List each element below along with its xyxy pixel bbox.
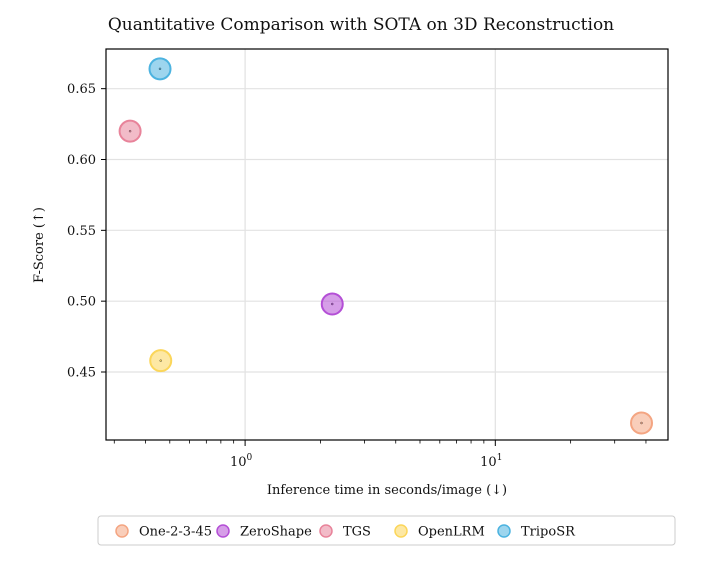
x-axis-ticks: 100 101 (113, 440, 647, 470)
legend-marker (216, 524, 230, 538)
data-point-center (159, 359, 162, 362)
chart-title: Quantitative Comparison with SOTA on 3D … (108, 15, 614, 35)
y-tick-label: 0.50 (67, 295, 96, 310)
y-tick-label: 0.65 (67, 82, 96, 97)
data-point-center (331, 302, 334, 306)
y-axis-ticks: 0.45 0.50 0.55 0.60 0.65 (67, 82, 106, 381)
legend-marker (394, 524, 408, 538)
y-tick-label: 0.60 (67, 153, 96, 168)
legend-label: ZeroShape (240, 525, 312, 540)
legend-marker (115, 524, 129, 538)
legend-marker (319, 524, 333, 538)
grid (106, 49, 668, 440)
x-tick-label: 100 (230, 453, 253, 470)
legend-label: One-2-3-45 (139, 525, 212, 540)
legend-marker (497, 524, 511, 538)
legend: One-2-3-45 ZeroShape TGS OpenLRM TripoSR (97, 515, 676, 546)
legend-label: OpenLRM (418, 525, 485, 540)
x-tick-label: 101 (480, 453, 502, 470)
y-axis-label: F-Score (↑) (32, 207, 47, 283)
x-axis-label: Inference time in seconds/image (↓) (267, 483, 507, 498)
data-points (118, 57, 654, 435)
y-tick-label: 0.45 (67, 366, 96, 381)
data-point-center (640, 421, 643, 425)
legend-label: TripoSR (521, 525, 576, 540)
y-tick-label: 0.55 (67, 224, 96, 239)
legend-label: TGS (343, 525, 371, 540)
legend-box (97, 515, 676, 546)
plot-frame (105, 48, 669, 441)
data-point-center (128, 129, 132, 133)
data-point-center (158, 67, 162, 71)
